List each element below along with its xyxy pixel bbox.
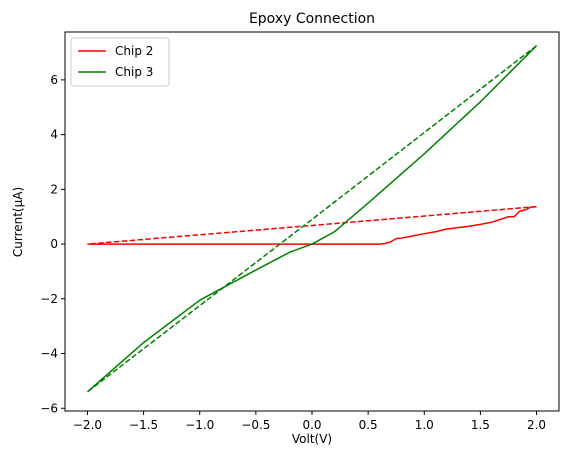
- x-tick-label: 0.0: [302, 418, 321, 432]
- x-tick-label: −1.5: [129, 418, 158, 432]
- x-tick-label: 1.0: [415, 418, 434, 432]
- plot-frame: [64, 31, 560, 412]
- chip-2-reverse-sweep-line: [87, 205, 537, 245]
- chip-3-forward-sweep-line: [86, 45, 538, 393]
- y-axis-label: Current(μA): [11, 187, 25, 257]
- legend-box: [70, 37, 170, 87]
- y-tick-label: −4: [40, 347, 58, 361]
- y-tick-label: 6: [50, 73, 58, 87]
- x-tick-label: 1.5: [471, 418, 490, 432]
- x-tick-label: −1.0: [185, 418, 214, 432]
- plot-area: [86, 45, 538, 393]
- legend: Chip 2 Chip 3: [70, 37, 170, 87]
- y-tick-label: 4: [50, 128, 58, 142]
- legend-label: Chip 3: [115, 65, 153, 79]
- y-tick-label: 2: [50, 182, 58, 196]
- legend-label: Chip 2: [115, 44, 153, 58]
- x-axis-label: Volt(V): [292, 432, 332, 446]
- chart-title: Epoxy Connection: [249, 11, 375, 27]
- x-tick-label: −2.0: [73, 418, 102, 432]
- x-tick-label: 0.5: [359, 418, 378, 432]
- x-tick-label: −0.5: [241, 418, 270, 432]
- y-tick-label: 0: [50, 237, 58, 251]
- x-tick-label: 2.0: [527, 418, 546, 432]
- y-axis: −6 −4 −2 0 2 4 6: [40, 73, 65, 415]
- x-axis: −2.0 −1.5 −1.0 −0.5 0.0 0.5 1.0 1.5 2.0: [73, 411, 546, 432]
- chip-2-forward-sweep-line: [87, 205, 537, 245]
- y-tick-label: −2: [40, 292, 58, 306]
- y-tick-label: −6: [40, 401, 58, 415]
